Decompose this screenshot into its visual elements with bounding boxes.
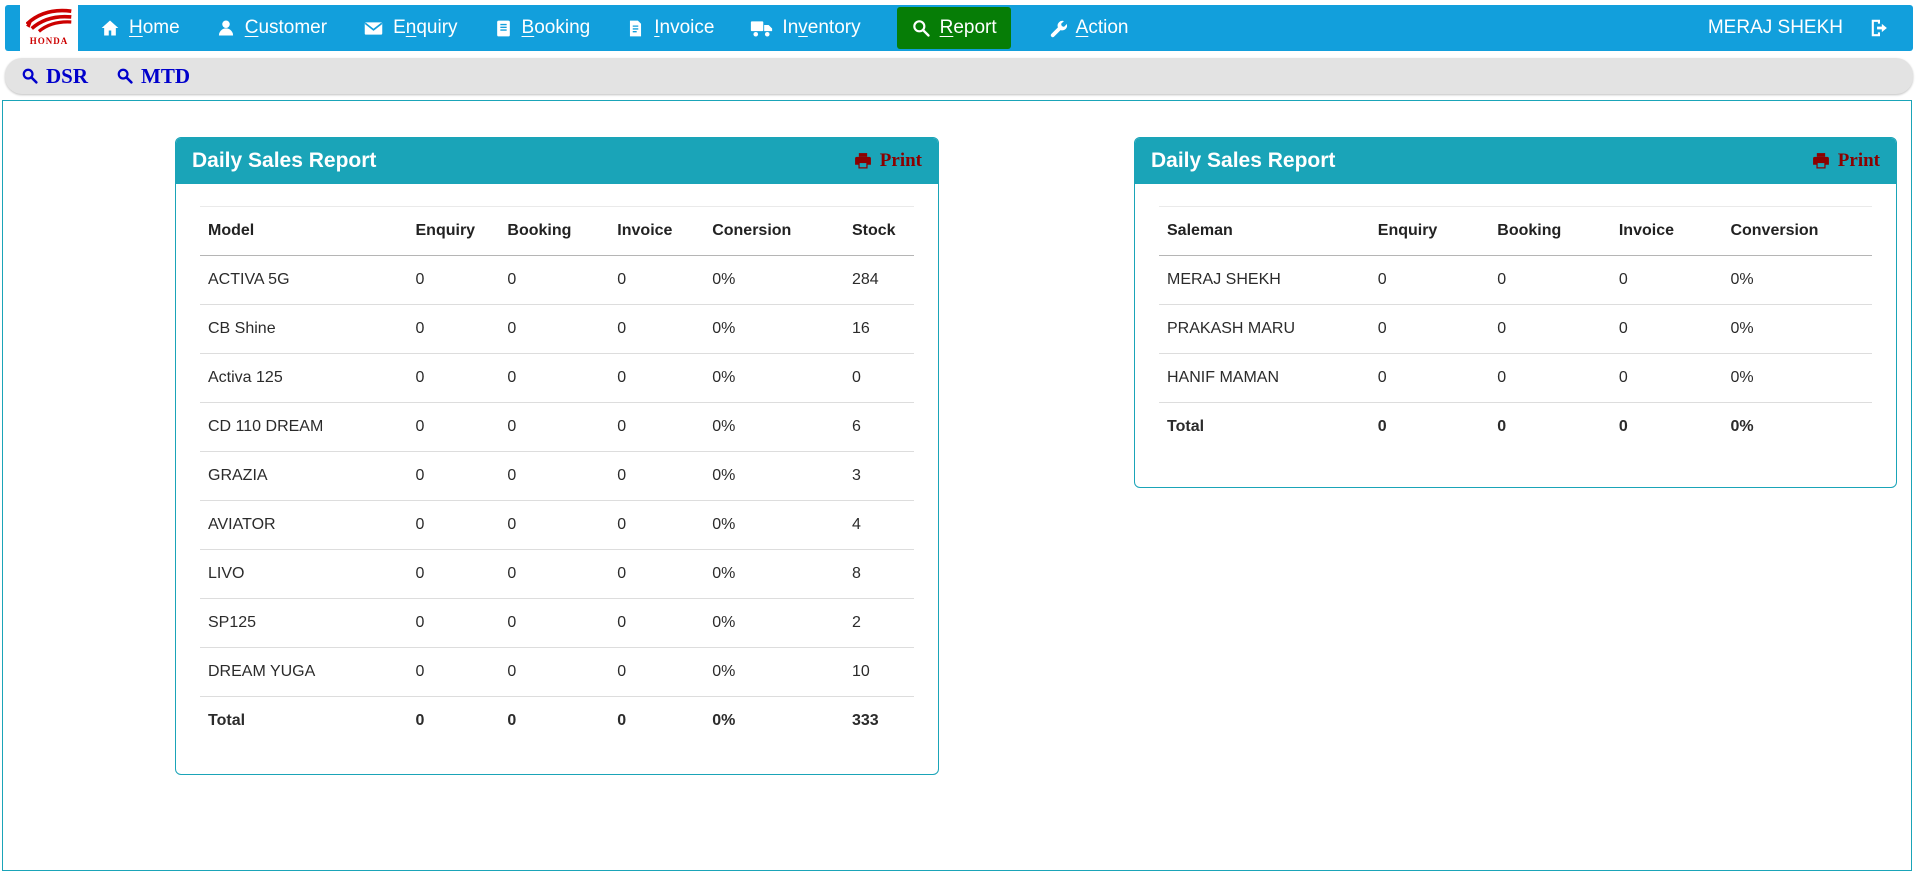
logout-icon[interactable] bbox=[1869, 17, 1891, 39]
model-dsr-card: Daily Sales Report Print Model Enquiry B… bbox=[175, 137, 939, 775]
navbar-right: MERAJ SHEKH bbox=[1708, 17, 1913, 39]
nav-item-report[interactable]: Report bbox=[896, 7, 1011, 49]
card-title: Daily Sales Report bbox=[192, 149, 377, 172]
search-icon bbox=[117, 68, 133, 84]
honda-logo[interactable]: HONDA bbox=[20, 2, 78, 52]
print-button[interactable]: Print bbox=[853, 150, 922, 172]
card-body: Model Enquiry Booking Invoice Conersion … bbox=[176, 184, 938, 745]
table-header-row: Saleman Enquiry Booking Invoice Conversi… bbox=[1159, 206, 1872, 256]
home-icon bbox=[101, 20, 119, 36]
nav-item-home[interactable]: Home bbox=[100, 17, 180, 39]
table-row: Activa 125 0 0 0 0% 0 bbox=[200, 353, 914, 403]
print-button[interactable]: Print bbox=[1811, 150, 1880, 172]
wrench-icon bbox=[1050, 20, 1067, 38]
col-enquiry: Enquiry bbox=[1369, 206, 1490, 256]
card-header: Daily Sales Report Print bbox=[176, 138, 938, 184]
card-header: Daily Sales Report Print bbox=[1135, 138, 1896, 184]
mtd-link[interactable]: MTD bbox=[116, 64, 190, 89]
salesman-report-table: Saleman Enquiry Booking Invoice Conversi… bbox=[1159, 206, 1872, 451]
table-row: AVIATOR 0 0 0 0% 4 bbox=[200, 500, 914, 550]
brand-text: HONDA bbox=[29, 36, 69, 46]
table-row: LIVO 0 0 0 0% 8 bbox=[200, 549, 914, 599]
col-booking: Booking bbox=[1489, 206, 1611, 256]
nav-item-invoice[interactable]: Invoice bbox=[626, 17, 714, 39]
book-icon bbox=[496, 20, 510, 36]
customer-icon bbox=[218, 20, 233, 36]
card-title: Daily Sales Report bbox=[1151, 149, 1336, 172]
dsr-link[interactable]: DSR bbox=[21, 64, 88, 89]
table-row: ACTIVA 5G 0 0 0 0% 284 bbox=[200, 255, 914, 305]
nav-menu: Home Customer Enquiry bbox=[100, 7, 1128, 49]
nav-item-action[interactable]: Action bbox=[1047, 17, 1128, 39]
table-row: PRAKASH MARU 0 0 0 0% bbox=[1159, 304, 1872, 354]
table-row: HANIF MAMAN 0 0 0 0% bbox=[1159, 353, 1872, 403]
table-row: GRAZIA 0 0 0 0% 3 bbox=[200, 451, 914, 501]
invoice-icon bbox=[630, 20, 642, 36]
envelope-icon bbox=[364, 21, 383, 35]
table-total-row: Total 0 0 0 0% bbox=[1167, 418, 1754, 435]
col-saleman: Saleman bbox=[1159, 206, 1370, 256]
user-name: MERAJ SHEKH bbox=[1707, 17, 1843, 38]
search-icon bbox=[912, 20, 930, 37]
honda-wing-icon bbox=[26, 8, 72, 33]
printer-icon bbox=[854, 153, 871, 169]
table-row: DREAM YUGA 0 0 0 0% 10 bbox=[200, 647, 914, 697]
table-total-row: Total 0 0 0 0% 333 bbox=[208, 712, 879, 729]
nav-item-customer[interactable]: Customer bbox=[216, 17, 327, 39]
salesman-dsr-card: Daily Sales Report Print Saleman Enquiry… bbox=[1134, 137, 1897, 488]
table-header-row: Model Enquiry Booking Invoice Conersion … bbox=[200, 206, 914, 256]
search-icon bbox=[22, 68, 38, 84]
col-booking: Booking bbox=[499, 206, 610, 256]
col-model: Model bbox=[200, 206, 408, 256]
nav-item-booking[interactable]: Booking bbox=[494, 17, 590, 39]
card-body: Saleman Enquiry Booking Invoice Conversi… bbox=[1135, 184, 1896, 451]
table-row: CB Shine 0 0 0 0% 16 bbox=[200, 304, 914, 354]
model-report-table: Model Enquiry Booking Invoice Conersion … bbox=[200, 206, 914, 745]
table-row: MERAJ SHEKH 0 0 0 0% bbox=[1159, 255, 1872, 305]
table-row: CD 110 DREAM 0 0 0 0% 6 bbox=[200, 402, 914, 452]
col-conversion: Conversion bbox=[1722, 206, 1872, 256]
nav-item-enquiry[interactable]: Enquiry bbox=[363, 17, 458, 39]
report-toolbar: DSR MTD bbox=[5, 58, 1913, 94]
printer-icon bbox=[1812, 153, 1829, 169]
table-row: SP125 0 0 0 0% 2 bbox=[200, 598, 914, 648]
col-invoice: Invoice bbox=[609, 206, 705, 256]
nav-item-inventory[interactable]: Inventory bbox=[750, 17, 861, 39]
truck-icon bbox=[751, 20, 773, 37]
col-stock: Stock bbox=[844, 206, 914, 256]
col-invoice: Invoice bbox=[1610, 206, 1723, 256]
col-conersion: Conersion bbox=[704, 206, 844, 256]
col-enquiry: Enquiry bbox=[407, 206, 500, 256]
top-navbar: HONDA Home Customer Enquiry bbox=[5, 2, 1913, 52]
